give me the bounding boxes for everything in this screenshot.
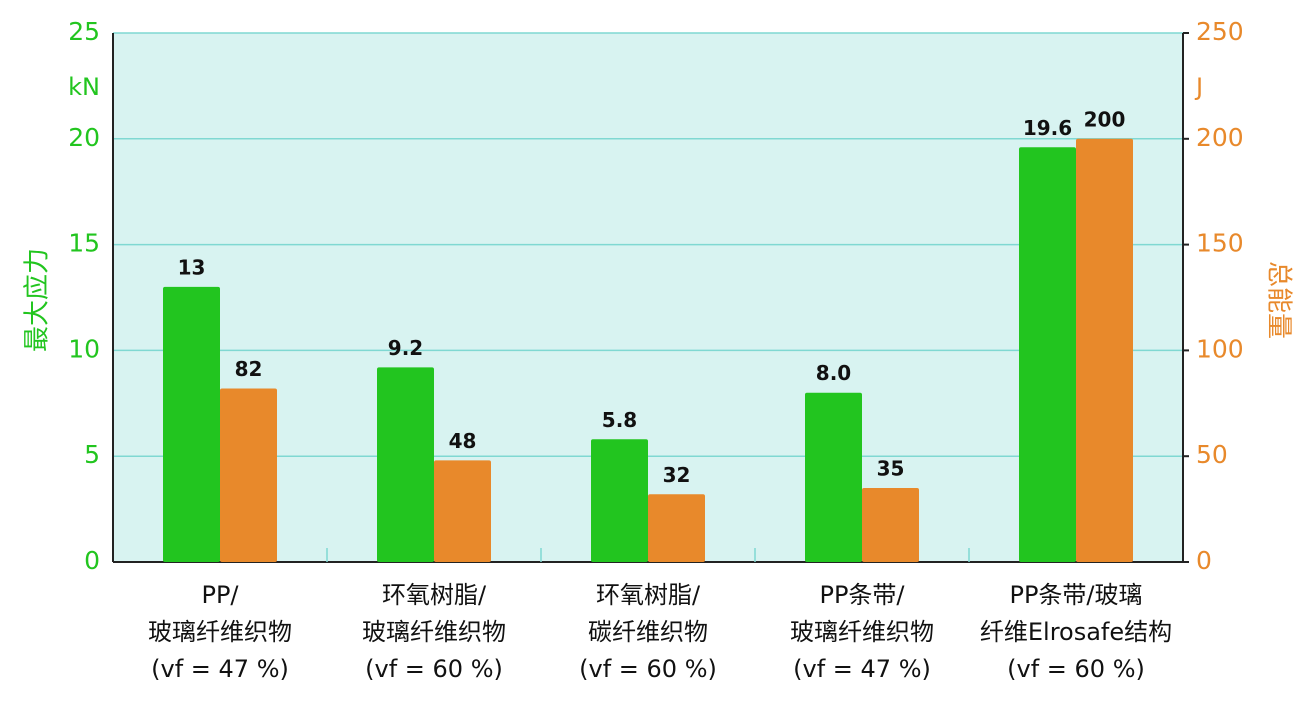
bar bbox=[805, 392, 862, 562]
x-tick-label: (vf = 60 %) bbox=[1007, 655, 1145, 683]
y2-axis-label: 总能量 bbox=[1264, 261, 1294, 339]
value-label: 48 bbox=[449, 429, 477, 453]
y-axis-label: 最大应力 bbox=[23, 248, 53, 352]
y2-tick-label: 150 bbox=[1196, 229, 1244, 258]
y2-tick-label: 0 bbox=[1196, 546, 1212, 575]
y-tick-label: 20 bbox=[68, 123, 100, 152]
y2-tick-label: 250 bbox=[1196, 17, 1244, 46]
value-label: 35 bbox=[877, 456, 905, 480]
bar bbox=[220, 388, 277, 562]
x-tick-label: 纤维Elrosafe结构 bbox=[980, 618, 1172, 646]
bar bbox=[377, 367, 434, 562]
x-tick-label: 环氧树脂/ bbox=[596, 581, 701, 609]
x-tick-label: (vf = 47 %) bbox=[793, 655, 931, 683]
x-tick-label: PP条带/玻璃 bbox=[1009, 581, 1142, 609]
x-tick-label: 玻璃纤维织物 bbox=[790, 618, 934, 646]
x-tick-label: (vf = 47 %) bbox=[151, 655, 289, 683]
x-tick-label: 玻璃纤维织物 bbox=[148, 618, 292, 646]
bar bbox=[1076, 138, 1133, 563]
y-tick-label: 10 bbox=[68, 334, 100, 363]
value-label: 9.2 bbox=[388, 336, 423, 360]
x-tick-label: 环氧树脂/ bbox=[382, 581, 487, 609]
x-tick-label: PP条带/ bbox=[819, 581, 905, 609]
x-tick-label: 玻璃纤维织物 bbox=[362, 618, 506, 646]
value-label: 19.6 bbox=[1023, 116, 1072, 140]
y-tick-label: 15 bbox=[68, 229, 100, 258]
value-label: 200 bbox=[1084, 107, 1126, 131]
y2-tick-label: 200 bbox=[1196, 123, 1244, 152]
bar bbox=[1019, 147, 1076, 562]
value-label: 82 bbox=[235, 357, 263, 381]
bar bbox=[591, 439, 648, 562]
y-tick-label: 0 bbox=[84, 546, 100, 575]
bar bbox=[434, 460, 491, 562]
x-tick-label: (vf = 60 %) bbox=[579, 655, 717, 683]
value-label: 5.8 bbox=[602, 408, 637, 432]
x-tick-label: (vf = 60 %) bbox=[365, 655, 503, 683]
x-tick-label: PP/ bbox=[201, 581, 239, 609]
x-tick-label: 碳纤维织物 bbox=[588, 618, 708, 646]
y2-tick-label: 100 bbox=[1196, 334, 1244, 363]
bar bbox=[862, 487, 919, 562]
bar bbox=[163, 286, 220, 562]
bar bbox=[648, 494, 705, 562]
y2-tick-label: 50 bbox=[1196, 440, 1228, 469]
y-tick-label: 5 bbox=[84, 440, 100, 469]
y2-unit: J bbox=[1194, 73, 1203, 101]
y-tick-label: 25 bbox=[68, 17, 100, 46]
y-unit: kN bbox=[68, 73, 100, 101]
value-label: 8.0 bbox=[816, 361, 851, 385]
value-label: 32 bbox=[663, 463, 691, 487]
value-label: 13 bbox=[178, 255, 206, 279]
